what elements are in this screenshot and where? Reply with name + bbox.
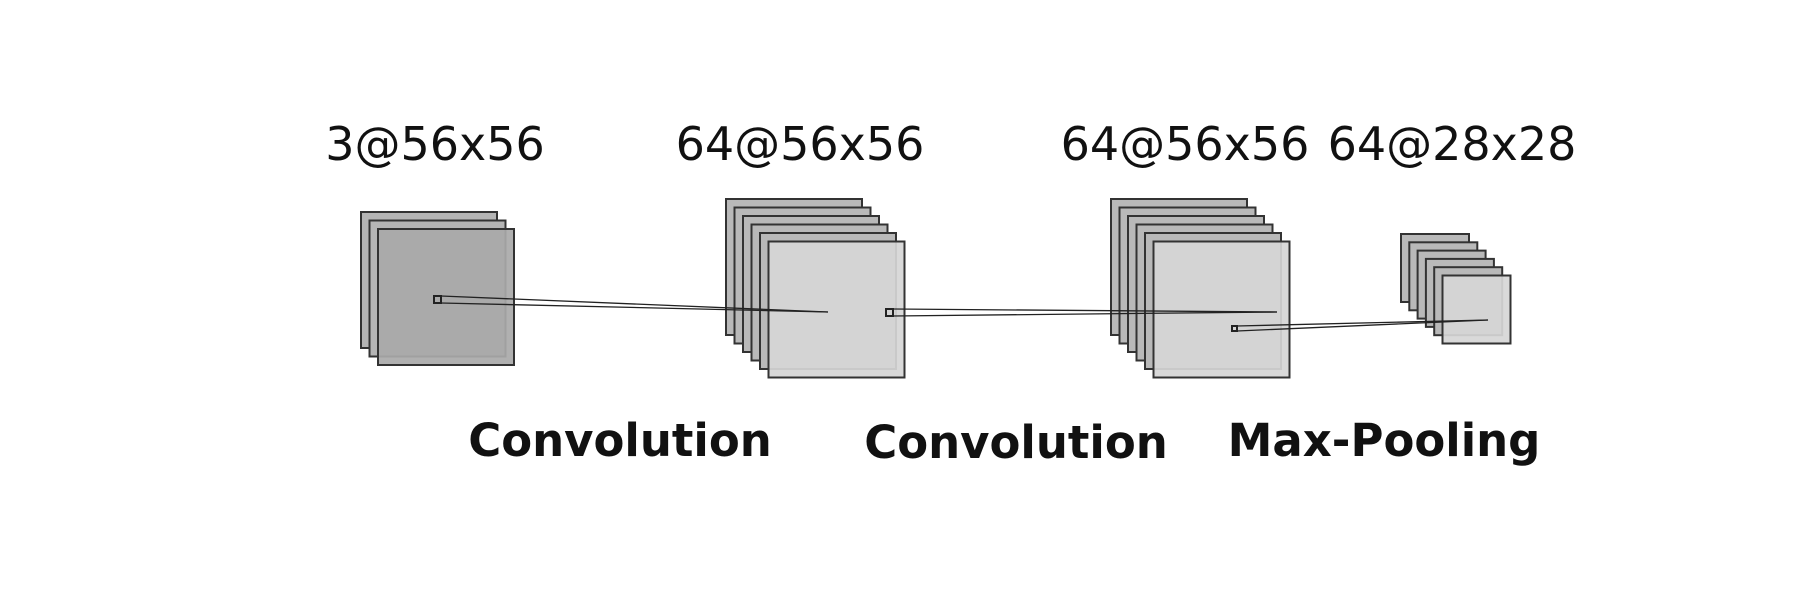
layer-size-label-3: 64@56x56 xyxy=(1061,117,1310,171)
connector-line xyxy=(440,302,829,313)
feature-map-channel xyxy=(1441,274,1512,345)
connector-line xyxy=(440,295,829,313)
connector-input-to-conv1 xyxy=(433,295,829,313)
feature-map-stack-conv1 xyxy=(725,198,906,379)
connector-line xyxy=(892,308,1278,313)
layer-size-label-2: 64@56x56 xyxy=(676,117,925,171)
connector-line xyxy=(1236,319,1489,327)
connector-line xyxy=(892,311,1278,317)
operation-label-2: Convolution xyxy=(864,416,1168,469)
operation-label-3: Max-Pooling xyxy=(1228,414,1541,467)
feature-map-channel xyxy=(767,240,906,379)
connector-line xyxy=(1236,319,1489,332)
feature-map-stack-pool xyxy=(1400,233,1512,345)
kernel-window xyxy=(433,295,442,304)
feature-map-stack-input xyxy=(360,211,515,366)
feature-map-channel xyxy=(1152,240,1291,379)
feature-map-stack-conv2 xyxy=(1110,198,1291,379)
kernel-window xyxy=(885,308,894,317)
layer-size-label-1: 3@56x56 xyxy=(325,117,545,171)
layer-size-label-4: 64@28x28 xyxy=(1328,117,1577,171)
operation-label-1: Convolution xyxy=(468,414,772,467)
connector-conv2-to-pool xyxy=(1231,319,1489,332)
kernel-window xyxy=(1231,325,1238,332)
connector-conv1-to-conv2 xyxy=(885,308,1278,317)
feature-map-channel xyxy=(377,228,515,366)
